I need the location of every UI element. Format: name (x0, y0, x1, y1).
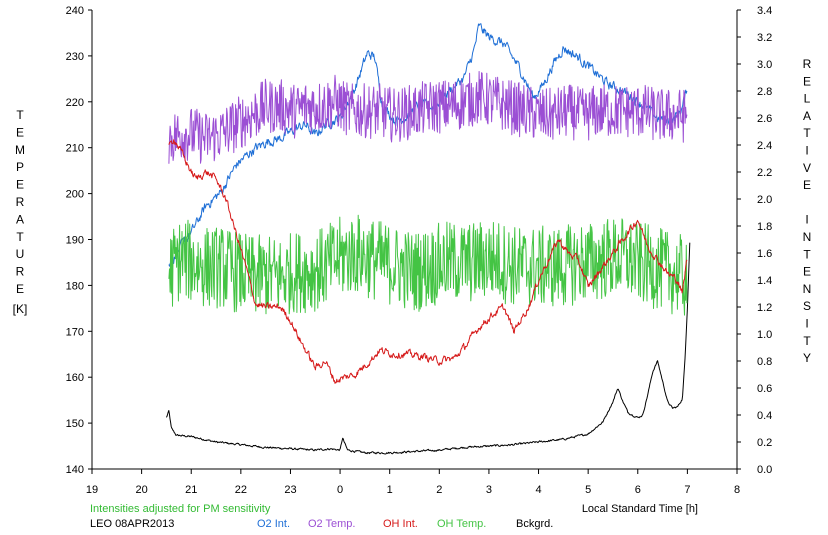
series-line (168, 139, 688, 384)
right-axis-label-letter: V (803, 161, 811, 175)
x-tick-label: 19 (86, 484, 98, 496)
right-tick-label: 0.2 (757, 437, 772, 449)
right-axis-label-letter: T (803, 126, 811, 140)
right-tick-label: 0.6 (757, 383, 772, 395)
right-tick-label: 1.4 (757, 275, 772, 287)
left-tick-label: 170 (66, 326, 84, 338)
left-axis-label-letter: U (16, 247, 25, 261)
x-tick-label: 1 (387, 484, 393, 496)
left-axis-label-letter: M (15, 143, 25, 157)
right-tick-label: 1.6 (757, 248, 772, 260)
legend-entry: O2 Int. (257, 518, 290, 530)
right-tick-label: 3.2 (757, 32, 772, 44)
right-tick-label: 2.2 (757, 167, 772, 179)
right-axis-label-letter: T (803, 334, 811, 348)
right-axis-label-letter: S (803, 299, 811, 313)
series-line (165, 242, 691, 455)
right-tick-label: 0.0 (757, 464, 772, 476)
x-tick-label: 4 (535, 484, 541, 496)
right-axis-label-letter: Y (803, 351, 811, 365)
left-axis-unit: [K] (13, 302, 28, 316)
sensitivity-note: Intensities adjusted for PM sensitivity (90, 503, 271, 515)
left-axis-label-letter: R (16, 265, 25, 279)
right-axis-label-letter: I (805, 213, 808, 227)
left-tick-label: 230 (66, 51, 84, 63)
legend-entry: OH Temp. (437, 518, 486, 530)
right-axis-label-letter: E (803, 265, 811, 279)
right-axis-label-letter: R (803, 57, 812, 71)
x-tick-label: 6 (635, 484, 641, 496)
left-axis-label-letter: A (16, 212, 24, 226)
right-axis-label-letter: E (803, 74, 811, 88)
right-tick-label: 1.8 (757, 221, 772, 233)
x-tick-label: 23 (284, 484, 296, 496)
tick-labels: 1401501601701801902002102202302400.00.20… (66, 5, 773, 496)
right-tick-label: 3.4 (757, 5, 772, 17)
legend-entry: O2 Temp. (308, 518, 356, 530)
legend-entry: Bckgrd. (516, 518, 553, 530)
right-tick-label: 0.4 (757, 410, 772, 422)
x-tick-label: 22 (235, 484, 247, 496)
left-axis-label-letter: E (16, 125, 24, 139)
left-tick-label: 240 (66, 5, 84, 17)
right-tick-label: 2.6 (757, 113, 772, 125)
left-axis-label-letter: E (16, 178, 24, 192)
left-tick-label: 200 (66, 189, 84, 201)
right-tick-label: 1.2 (757, 302, 772, 314)
x-tick-label: 21 (185, 484, 197, 496)
right-axis-label-letter: I (805, 317, 808, 331)
x-tick-label: 7 (684, 484, 690, 496)
x-tick-label: 2 (436, 484, 442, 496)
series-line (168, 23, 688, 267)
series-line (168, 214, 688, 316)
x-tick-label: 20 (135, 484, 147, 496)
left-axis-label-letter: P (16, 160, 24, 174)
left-tick-label: 190 (66, 235, 84, 247)
right-axis-label-letter: T (803, 247, 811, 261)
x-tick-label: 0 (337, 484, 343, 496)
right-axis-label-letter: N (803, 230, 812, 244)
x-tick-label: 8 (734, 484, 740, 496)
axes-frame (88, 9, 741, 474)
caption: LEO 08APR2013 (90, 518, 174, 530)
right-axis-label-letter: I (805, 144, 808, 158)
left-tick-label: 150 (66, 418, 84, 430)
left-tick-label: 160 (66, 372, 84, 384)
series-line (168, 71, 688, 164)
right-tick-label: 0.8 (757, 356, 772, 368)
right-tick-label: 2.0 (757, 194, 772, 206)
left-tick-label: 220 (66, 97, 84, 109)
left-tick-label: 140 (66, 464, 84, 476)
left-axis-label-letter: T (16, 108, 24, 122)
right-axis-label-letter: N (803, 282, 812, 296)
x-axis-label: Local Standard Time [h] (582, 503, 698, 515)
right-tick-label: 3.0 (757, 59, 772, 71)
right-tick-label: 1.0 (757, 329, 772, 341)
right-axis-label-letter: A (803, 109, 811, 123)
left-axis-label-letter: E (16, 282, 24, 296)
right-axis-label-letter: L (804, 92, 811, 106)
x-tick-label: 3 (486, 484, 492, 496)
right-tick-label: 2.8 (757, 86, 772, 98)
left-axis-label-letter: T (16, 230, 24, 244)
legend-entry: OH Int. (383, 518, 418, 530)
x-tick-label: 5 (585, 484, 591, 496)
series-group (165, 23, 691, 455)
right-tick-label: 2.4 (757, 140, 772, 152)
right-axis-label-letter: E (803, 178, 811, 192)
left-tick-label: 210 (66, 143, 84, 155)
left-tick-label: 180 (66, 280, 84, 292)
left-axis-label-letter: R (16, 195, 25, 209)
